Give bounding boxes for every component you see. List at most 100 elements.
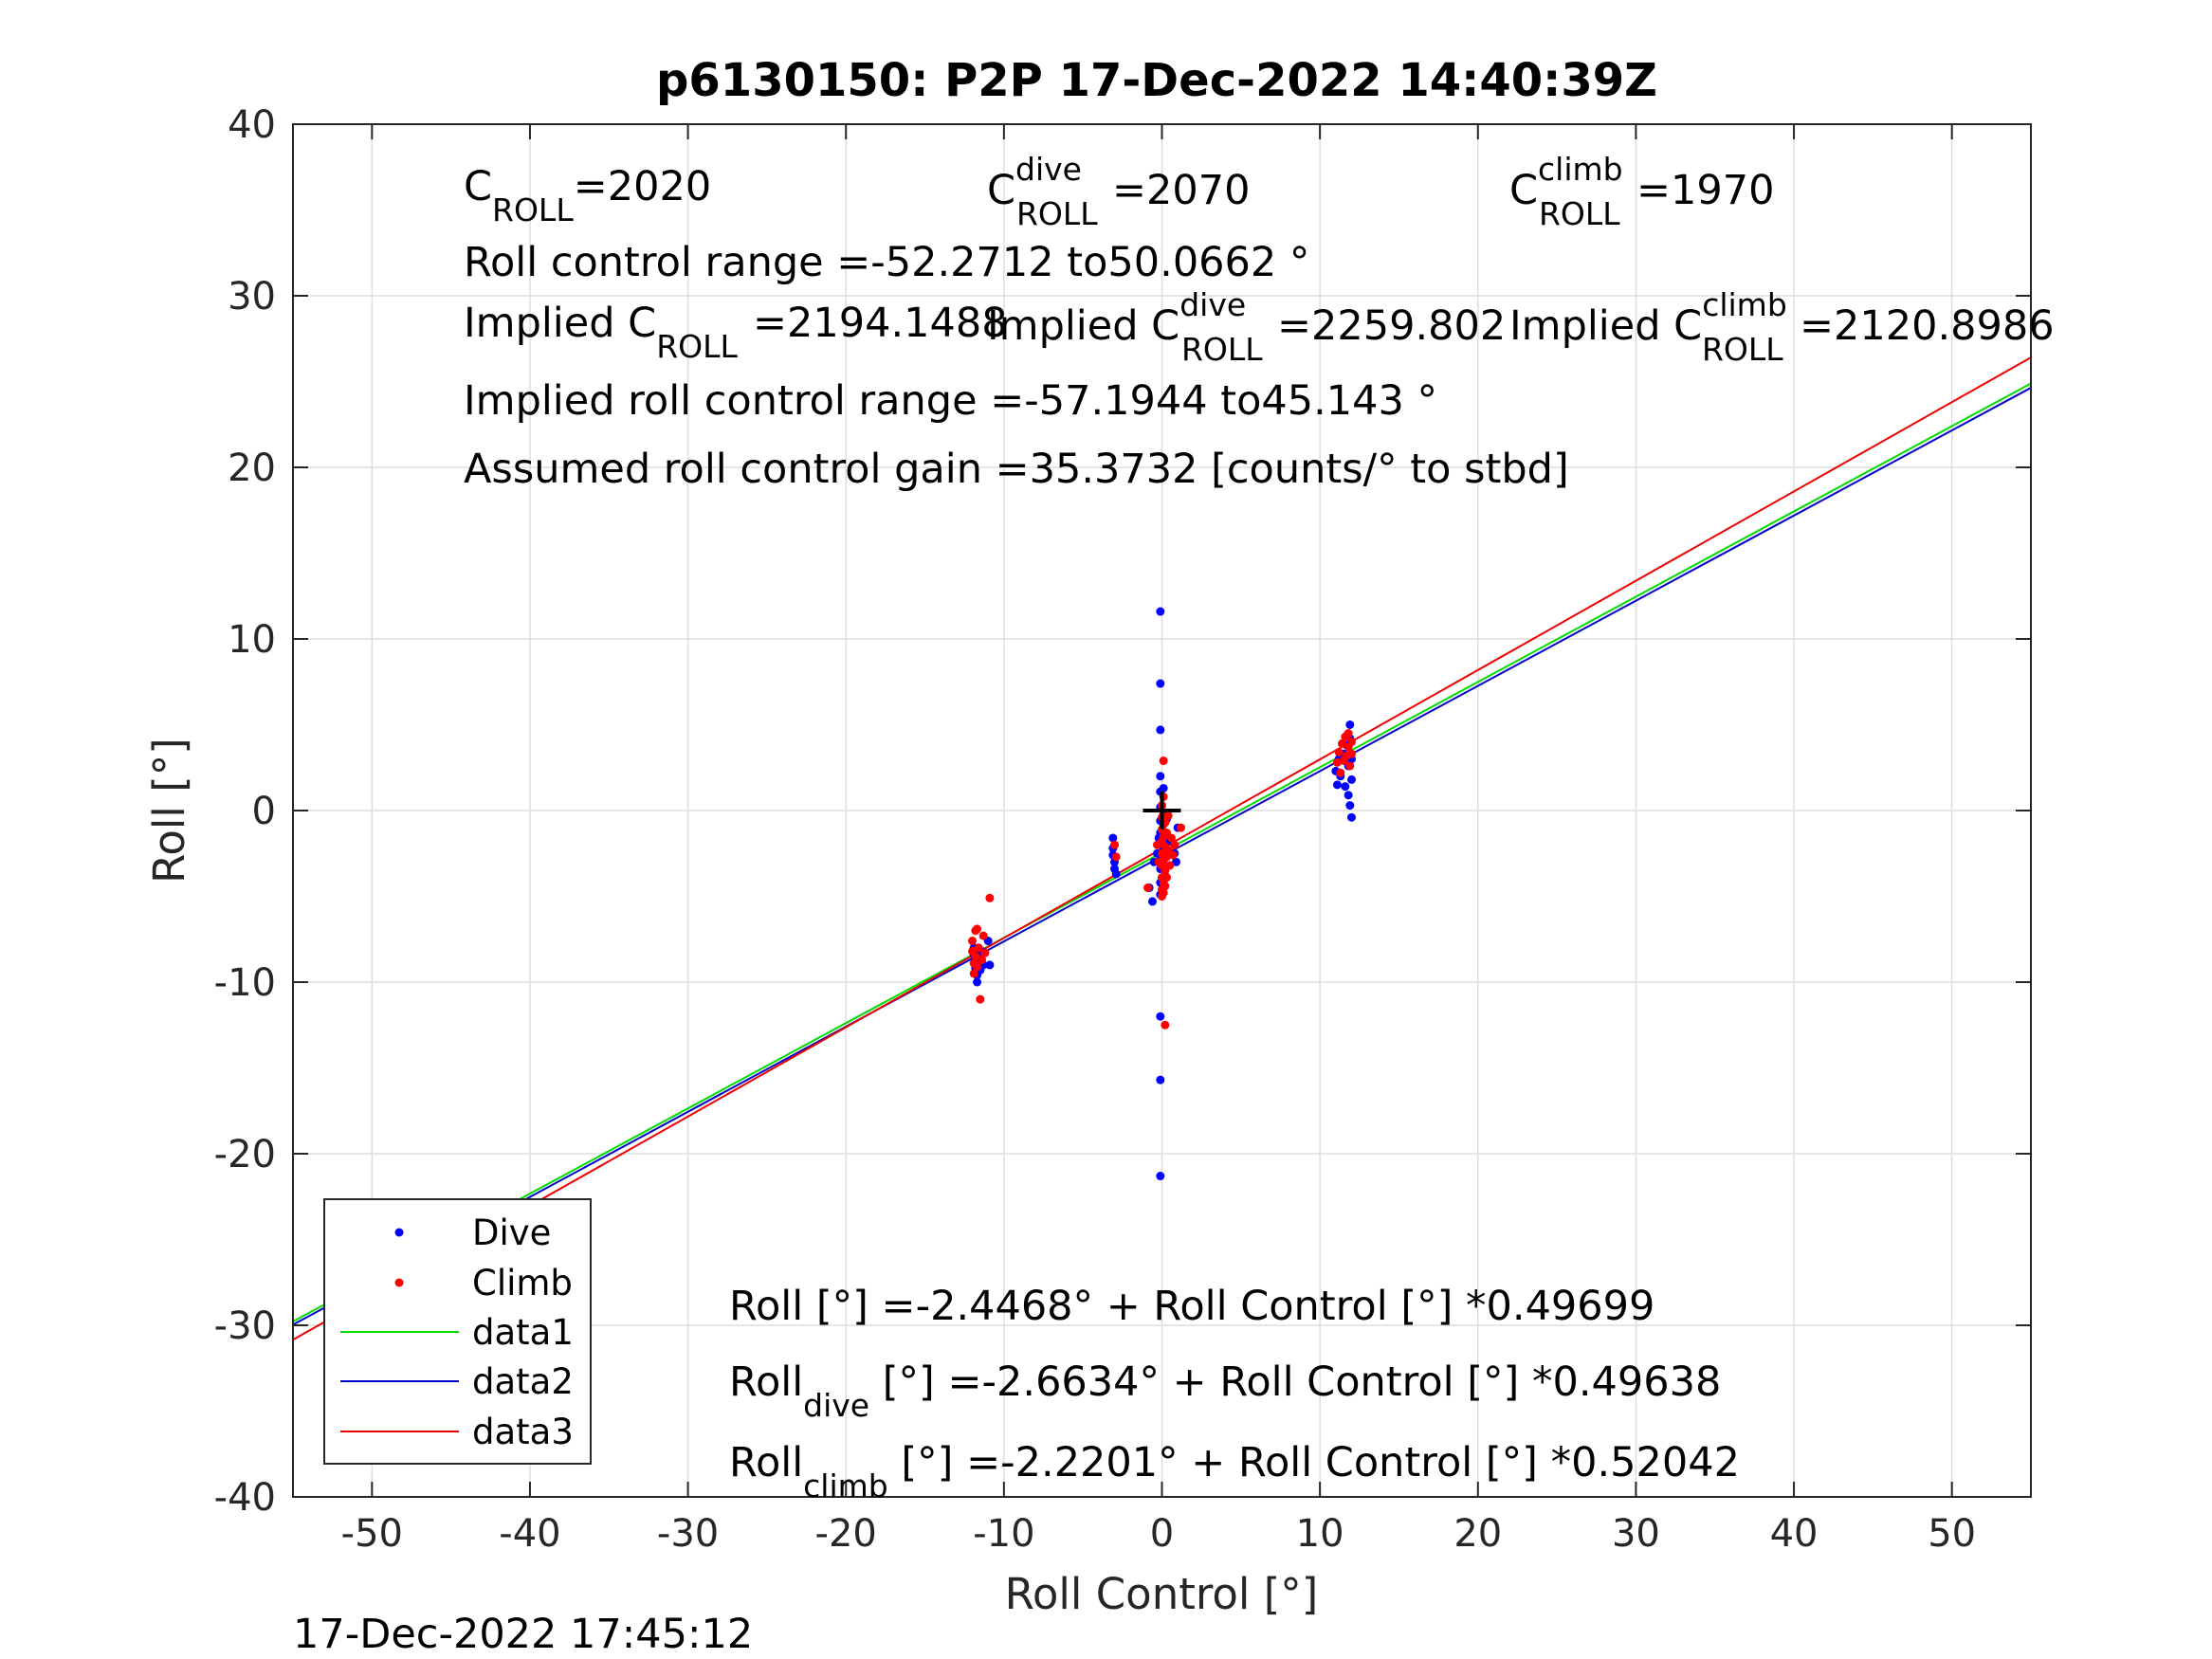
fit-dive-post: [°] =-2.6634° + Roll Control [°] *0.4963… bbox=[869, 1358, 1721, 1406]
chart-title: p6130150: P2P 17-Dec-2022 14:40:39Z bbox=[656, 54, 1657, 107]
legend-items: Dive Climb data1 data2 data3 bbox=[340, 1212, 574, 1452]
c-roll-sub: ROLL bbox=[492, 191, 574, 228]
implied-c-roll-dive-pre: Implied C bbox=[987, 302, 1179, 350]
dive-point bbox=[973, 977, 982, 987]
climb-point bbox=[985, 893, 995, 902]
x-tick-label: 20 bbox=[1453, 1512, 1502, 1556]
climb-point bbox=[1336, 768, 1345, 777]
climb-point bbox=[976, 994, 985, 1004]
climb-point bbox=[1334, 747, 1344, 757]
c-roll-climb-pre: C bbox=[1509, 167, 1538, 214]
c-roll-annotation: CROLL=2020 bbox=[464, 163, 711, 228]
dive-point bbox=[1156, 1075, 1165, 1085]
x-tick-labels: -50 -40 -30 -20 -10 0 10 20 30 40 50 bbox=[341, 1512, 1976, 1556]
fit-climb-sub: climb bbox=[803, 1468, 888, 1504]
y-tick-label: 40 bbox=[228, 103, 276, 147]
implied-c-roll-post: =2194.1488 bbox=[753, 300, 1008, 347]
climb-point bbox=[971, 952, 980, 961]
x-tick-label: -50 bbox=[341, 1512, 403, 1556]
y-tick-label: -10 bbox=[214, 961, 276, 1005]
climb-point bbox=[1143, 883, 1153, 892]
dive-point bbox=[1344, 791, 1353, 800]
x-tick-label: 10 bbox=[1296, 1512, 1344, 1556]
assumed-roll-control-gain: Assumed roll control gain =35.3732 [coun… bbox=[464, 446, 1569, 493]
climb-point bbox=[1159, 888, 1168, 898]
implied-c-roll-dive: Implied Cdive ROLL =2259.802 bbox=[987, 286, 1506, 368]
x-tick-label: -20 bbox=[815, 1512, 877, 1556]
climb-point bbox=[1346, 738, 1356, 747]
points-climb bbox=[968, 729, 1356, 1030]
dive-point bbox=[1148, 897, 1158, 906]
implied-c-roll-dive-sup: dive bbox=[1179, 286, 1246, 323]
climb-point bbox=[1168, 850, 1178, 860]
climb-point bbox=[978, 931, 988, 940]
y-tick-label: 20 bbox=[228, 447, 276, 490]
dive-point bbox=[1156, 679, 1165, 688]
climb-point bbox=[1111, 852, 1121, 862]
dive-point bbox=[1345, 720, 1355, 729]
dive-point bbox=[1346, 812, 1356, 822]
c-roll-dive-post: =2070 bbox=[1112, 167, 1250, 214]
climb-point bbox=[1165, 861, 1175, 870]
climb-point bbox=[1337, 738, 1346, 748]
origin-marker bbox=[1143, 792, 1181, 830]
implied-c-roll-dive-sub: ROLL bbox=[1181, 331, 1263, 368]
dive-point bbox=[1346, 775, 1356, 784]
implied-c-roll-dive-post: =2259.802 bbox=[1277, 302, 1506, 350]
dive-point bbox=[1156, 725, 1165, 735]
climb-point bbox=[1161, 1020, 1170, 1030]
y-tick-label: 0 bbox=[252, 790, 276, 833]
c-roll-climb-post: =1970 bbox=[1636, 167, 1774, 214]
dive-point bbox=[1159, 783, 1168, 793]
x-tick-label: 30 bbox=[1612, 1512, 1660, 1556]
x-tick-label: 0 bbox=[1150, 1512, 1174, 1556]
fit-dive-equation: Rolldive [°] =-2.6634° + Roll Control [°… bbox=[729, 1358, 1721, 1424]
climb-point bbox=[974, 943, 983, 953]
annotations: CROLL=2020 Cdive ROLL =2070 Cclimb ROLL =197… bbox=[464, 151, 2055, 1504]
x-tick-label: 40 bbox=[1770, 1512, 1819, 1556]
legend-label: data3 bbox=[472, 1412, 574, 1452]
legend-label: Dive bbox=[472, 1212, 551, 1253]
x-axis-label: Roll Control [°] bbox=[1005, 1569, 1319, 1619]
x-tick-label: -10 bbox=[973, 1512, 1034, 1556]
climb-point bbox=[1161, 873, 1171, 883]
c-roll-dive-pre: C bbox=[987, 167, 1015, 214]
implied-c-roll-sub: ROLL bbox=[656, 328, 738, 365]
implied-roll-control-range: Implied roll control range =-57.1944 to4… bbox=[464, 377, 1437, 425]
c-roll-dive-sub: ROLL bbox=[1016, 195, 1098, 232]
dive-point bbox=[1341, 782, 1350, 792]
c-roll-post: =2020 bbox=[574, 163, 711, 210]
legend-label: data2 bbox=[472, 1361, 574, 1402]
implied-c-roll: Implied CROLL =2194.1488 bbox=[464, 300, 1008, 365]
fit-climb-post: [°] =-2.2201° + Roll Control [°] *0.5204… bbox=[888, 1439, 1740, 1486]
implied-c-roll-pre: Implied C bbox=[464, 300, 656, 347]
dive-point bbox=[1332, 780, 1342, 790]
dive-point bbox=[1345, 801, 1355, 811]
implied-c-roll-climb-post: =2120.8986 bbox=[1800, 302, 2055, 350]
climb-point bbox=[1159, 757, 1168, 766]
y-axis-label: Roll [°] bbox=[144, 738, 194, 884]
x-tick-label: -30 bbox=[657, 1512, 719, 1556]
ticks bbox=[293, 123, 2031, 1498]
dive-point bbox=[1156, 1012, 1165, 1021]
climb-point bbox=[1346, 749, 1356, 758]
climb-point bbox=[1170, 840, 1179, 849]
legend: Dive Climb data1 data2 data3 bbox=[323, 1198, 592, 1465]
climb-point bbox=[978, 955, 987, 964]
fit-climb-equation: Rollclimb [°] =-2.2201° + Roll Control [… bbox=[729, 1439, 1740, 1504]
dive-point bbox=[1156, 1172, 1165, 1181]
dive-point bbox=[1156, 772, 1165, 781]
climb-point bbox=[1163, 811, 1173, 820]
c-roll-dive-annotation: Cdive ROLL =2070 bbox=[987, 151, 1250, 232]
climb-point bbox=[1176, 823, 1185, 832]
c-roll-dive-sup: dive bbox=[1015, 151, 1082, 188]
fit-climb-pre: Roll bbox=[729, 1439, 803, 1486]
climb-point bbox=[1161, 882, 1170, 891]
climb-point bbox=[1110, 840, 1120, 849]
c-roll-climb-annotation: Cclimb ROLL =1970 bbox=[1509, 151, 1774, 232]
y-tick-label: 30 bbox=[228, 275, 276, 319]
climb-point bbox=[1166, 833, 1176, 843]
implied-c-roll-climb: Implied Cclimb ROLL =2120.8986 bbox=[1509, 286, 2055, 368]
x-tick-label: 50 bbox=[1928, 1512, 1976, 1556]
fit-dive-pre: Roll bbox=[729, 1358, 803, 1406]
